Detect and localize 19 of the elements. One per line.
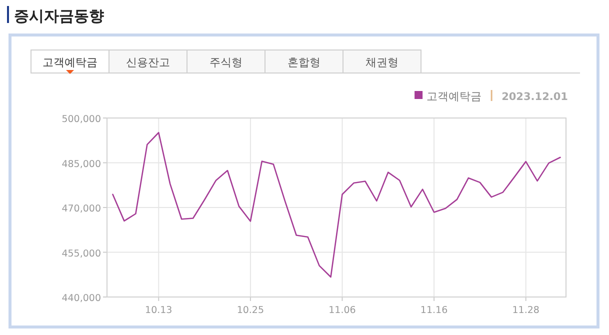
text: 혼합형 [288,56,320,69]
text: 2023.12.01 [502,91,568,103]
chart-title: 증시자금동향 [14,7,104,25]
x-tick-label: 11.28 [512,305,540,316]
text: 주식형 [210,56,242,69]
y-tick-label: 455,000 [62,248,101,260]
y-tick-label: 470,000 [62,204,101,214]
text: 채권형 [366,56,398,69]
x-tick-label: 11.06 [328,305,356,316]
line-series [112,132,561,278]
text: 고객예탁금 [42,56,98,69]
x-tick-label: 11.16 [420,305,448,316]
y-tick-label: 500,000 [62,114,101,125]
legend-label: 고객예탁금 [426,90,482,103]
y-tick-label: 485,000 [62,158,101,170]
text: 신용잔고 [126,56,170,69]
y-tick-label: 440,000 [62,293,101,304]
x-tick-label: 10.25 [236,305,264,316]
x-tick-label: 10.13 [145,305,172,316]
